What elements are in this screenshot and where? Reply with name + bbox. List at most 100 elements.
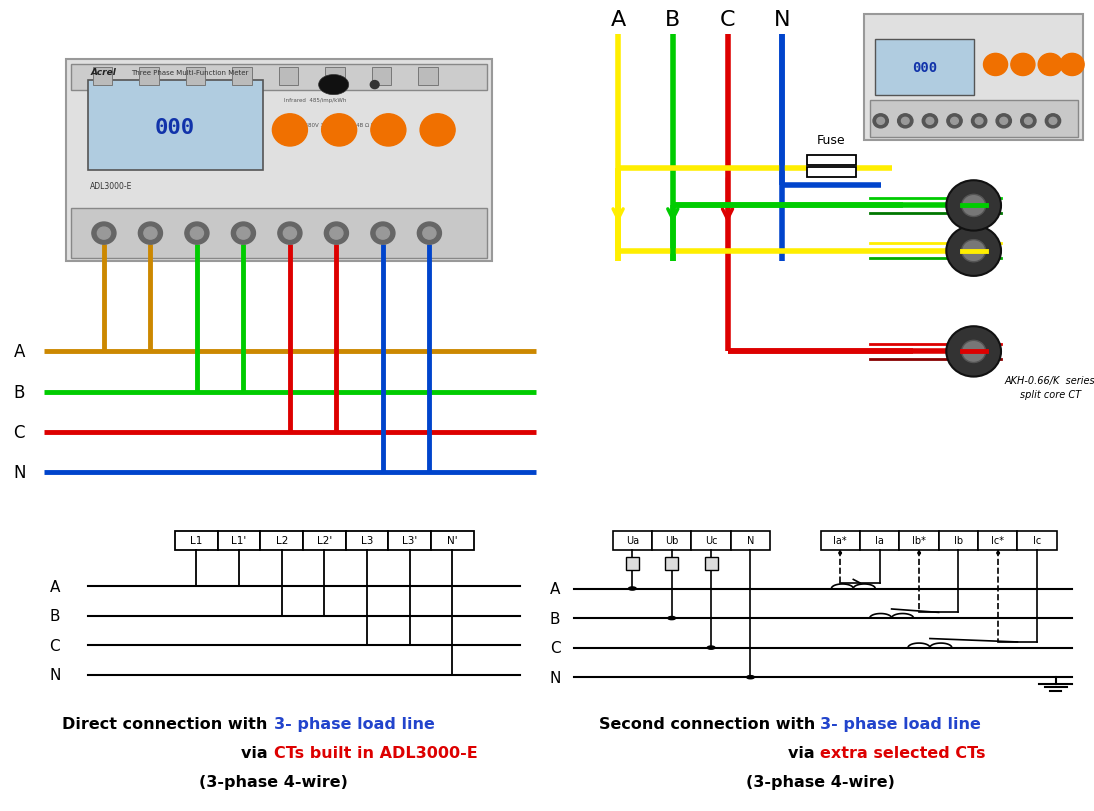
Bar — [691, 531, 731, 550]
Text: B: B — [13, 384, 25, 401]
Bar — [303, 531, 346, 550]
Bar — [431, 531, 474, 550]
Text: Ia: Ia — [875, 535, 884, 546]
Circle shape — [962, 195, 986, 217]
Circle shape — [877, 118, 884, 125]
Text: Second connection with: Second connection with — [598, 716, 820, 731]
Text: 3×220/380V 3×(0.4-80A) 4B Ω V: 3×220/380V 3×(0.4-80A) 4B Ω V — [284, 123, 375, 128]
Circle shape — [946, 114, 963, 129]
Text: Ub: Ub — [665, 535, 678, 546]
Text: 000: 000 — [155, 118, 195, 138]
Text: Ic: Ic — [1033, 535, 1041, 546]
Text: L2: L2 — [276, 535, 288, 546]
Circle shape — [897, 114, 913, 129]
Text: L1: L1 — [190, 535, 202, 546]
Text: C: C — [49, 638, 60, 653]
Circle shape — [139, 223, 162, 245]
Circle shape — [1046, 114, 1060, 129]
Bar — [388, 531, 431, 550]
Circle shape — [322, 114, 357, 147]
Text: A: A — [610, 10, 626, 30]
Circle shape — [278, 223, 302, 245]
Circle shape — [708, 646, 715, 650]
Text: Uc: Uc — [705, 535, 718, 546]
Circle shape — [946, 226, 1001, 277]
Bar — [139, 68, 159, 85]
Bar — [71, 66, 487, 91]
Text: L3': L3' — [403, 535, 417, 546]
Bar — [875, 41, 974, 96]
Circle shape — [330, 228, 344, 240]
Circle shape — [1021, 114, 1036, 129]
Circle shape — [1025, 118, 1033, 125]
Circle shape — [236, 228, 249, 240]
Bar — [279, 68, 298, 85]
Circle shape — [1060, 54, 1084, 76]
Text: A: A — [13, 343, 25, 361]
Text: •: • — [915, 546, 923, 560]
Circle shape — [747, 676, 755, 679]
Bar — [186, 68, 206, 85]
Circle shape — [946, 181, 1001, 231]
Text: (3-phase 4-wire): (3-phase 4-wire) — [199, 775, 348, 789]
Text: Ua: Ua — [626, 535, 639, 546]
Text: •: • — [993, 546, 1002, 560]
Text: L2': L2' — [317, 535, 331, 546]
Text: N': N' — [447, 535, 457, 546]
Bar — [705, 557, 718, 571]
Text: Acrel: Acrel — [90, 68, 116, 77]
Text: B: B — [49, 608, 60, 624]
Circle shape — [190, 228, 203, 240]
Circle shape — [376, 228, 389, 240]
Text: N: N — [49, 667, 60, 683]
Circle shape — [422, 228, 437, 240]
Circle shape — [984, 54, 1008, 76]
Bar — [66, 60, 492, 261]
Circle shape — [873, 114, 888, 129]
Circle shape — [92, 223, 116, 245]
Circle shape — [946, 327, 1001, 377]
Bar — [93, 68, 113, 85]
Bar — [233, 68, 252, 85]
Circle shape — [971, 114, 987, 129]
Text: N: N — [13, 464, 25, 482]
Bar — [870, 101, 1078, 138]
Circle shape — [962, 240, 986, 263]
Circle shape — [1049, 118, 1057, 125]
Text: A: A — [550, 581, 560, 596]
Text: •: • — [836, 546, 845, 560]
Text: 3- phase load line: 3- phase load line — [820, 716, 981, 731]
Circle shape — [371, 223, 395, 245]
Text: Three Phase Multi-Function Meter: Three Phase Multi-Function Meter — [131, 70, 248, 76]
Text: Ib*: Ib* — [912, 535, 926, 546]
Circle shape — [927, 118, 934, 125]
Text: via: via — [242, 745, 274, 760]
Text: B: B — [665, 10, 680, 30]
Text: Ib: Ib — [954, 535, 963, 546]
Bar — [731, 531, 770, 550]
Text: C: C — [550, 641, 560, 655]
Text: Direct connection with: Direct connection with — [62, 716, 274, 731]
Circle shape — [325, 223, 348, 245]
Circle shape — [976, 118, 982, 125]
Circle shape — [951, 118, 958, 125]
Text: via: via — [789, 745, 820, 760]
Bar — [939, 531, 978, 550]
Bar — [260, 531, 303, 550]
Bar — [807, 167, 857, 178]
Circle shape — [962, 341, 986, 363]
Bar — [71, 208, 487, 259]
Bar — [326, 68, 345, 85]
Text: C: C — [720, 10, 735, 30]
Circle shape — [185, 223, 209, 245]
Bar — [419, 68, 438, 85]
Text: 3- phase load line: 3- phase load line — [274, 716, 434, 731]
Text: AKH-0.66/K  series
split core CT: AKH-0.66/K series split core CT — [1005, 375, 1094, 399]
Bar — [978, 531, 1017, 550]
Text: Ic*: Ic* — [991, 535, 1004, 546]
Bar — [372, 68, 392, 85]
Text: N: N — [773, 10, 791, 30]
Text: CTs built in ADL3000-E: CTs built in ADL3000-E — [274, 745, 477, 760]
Circle shape — [143, 228, 158, 240]
Bar — [175, 531, 218, 550]
